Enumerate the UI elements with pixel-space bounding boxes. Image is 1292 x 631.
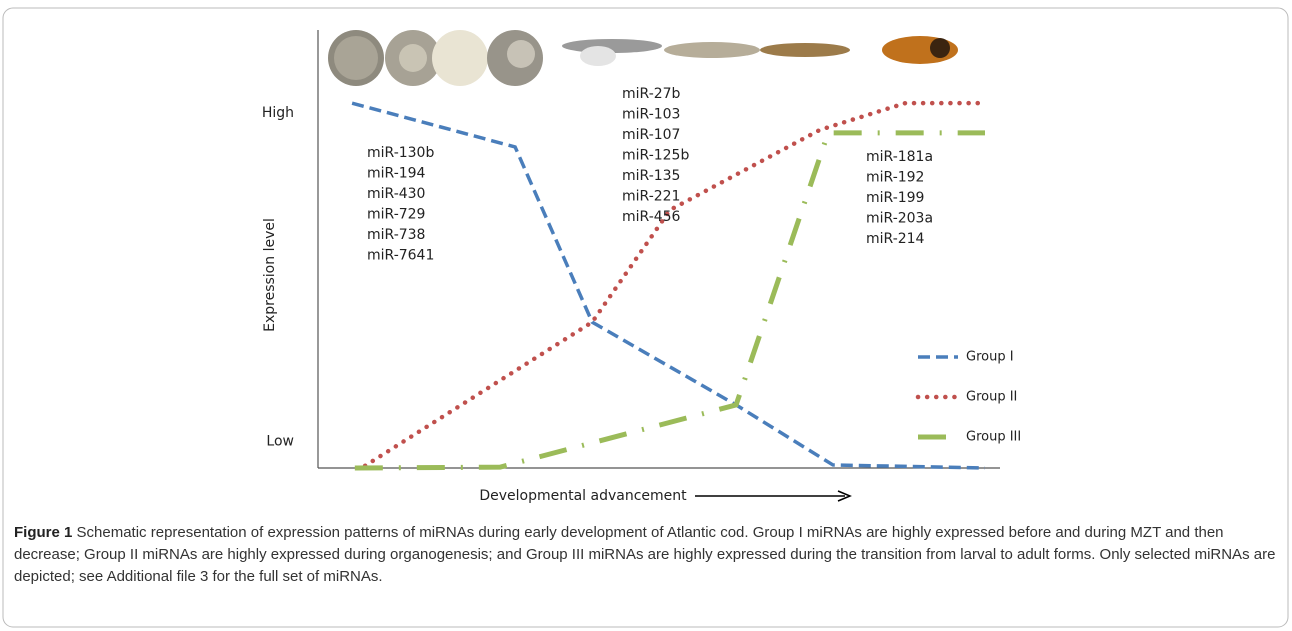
juvenile-image (930, 38, 950, 58)
y-tick-label: High (262, 105, 294, 121)
egg-image (507, 40, 535, 68)
annotation: miR-738 (367, 227, 425, 243)
legend-label: Group I (966, 350, 1014, 365)
arrow-head (837, 490, 852, 502)
annotation: miR-214 (866, 231, 925, 247)
y-tick-label: Low (266, 434, 294, 450)
annotation: miR-729 (367, 207, 425, 223)
annotation: miR-181a (866, 149, 933, 165)
annotation: miR-192 (866, 170, 924, 186)
annotation: miR-125b (622, 148, 689, 164)
annotation: miR-130b (367, 145, 434, 161)
egg-image (399, 44, 427, 72)
frame (2, 7, 1289, 628)
stage-images (328, 30, 958, 86)
x-axis-label: Developmental advancement (479, 488, 687, 504)
annotation: miR-456 (622, 209, 681, 225)
caption-text: Schematic representation of expression p… (14, 524, 1276, 585)
annotation: miR-27b (622, 86, 681, 102)
legend-label: Group III (966, 430, 1021, 445)
figure-label: Figure 1 (14, 524, 73, 541)
annotation: miR-107 (622, 127, 680, 143)
annotation: miR-203a (866, 211, 933, 227)
annotation: miR-199 (866, 190, 924, 206)
egg-image (432, 30, 488, 86)
annotation: miR-135 (622, 168, 680, 184)
larva-image (760, 43, 850, 57)
caption: Figure 1 Schematic representation of exp… (14, 522, 1276, 588)
annotation: miR-7641 (367, 248, 434, 264)
legend-label: Group II (966, 390, 1017, 405)
larva-image (664, 42, 760, 58)
larva-image (580, 46, 616, 66)
annotation: miR-103 (622, 107, 680, 123)
annotation: miR-194 (367, 166, 426, 182)
series-line (351, 101, 986, 470)
y-axis-label: Expression level (262, 218, 278, 332)
annotation: miR-221 (622, 189, 680, 205)
series-line (354, 130, 985, 471)
series-line (362, 100, 988, 469)
egg-image (334, 36, 378, 80)
annotation: miR-430 (367, 186, 425, 202)
